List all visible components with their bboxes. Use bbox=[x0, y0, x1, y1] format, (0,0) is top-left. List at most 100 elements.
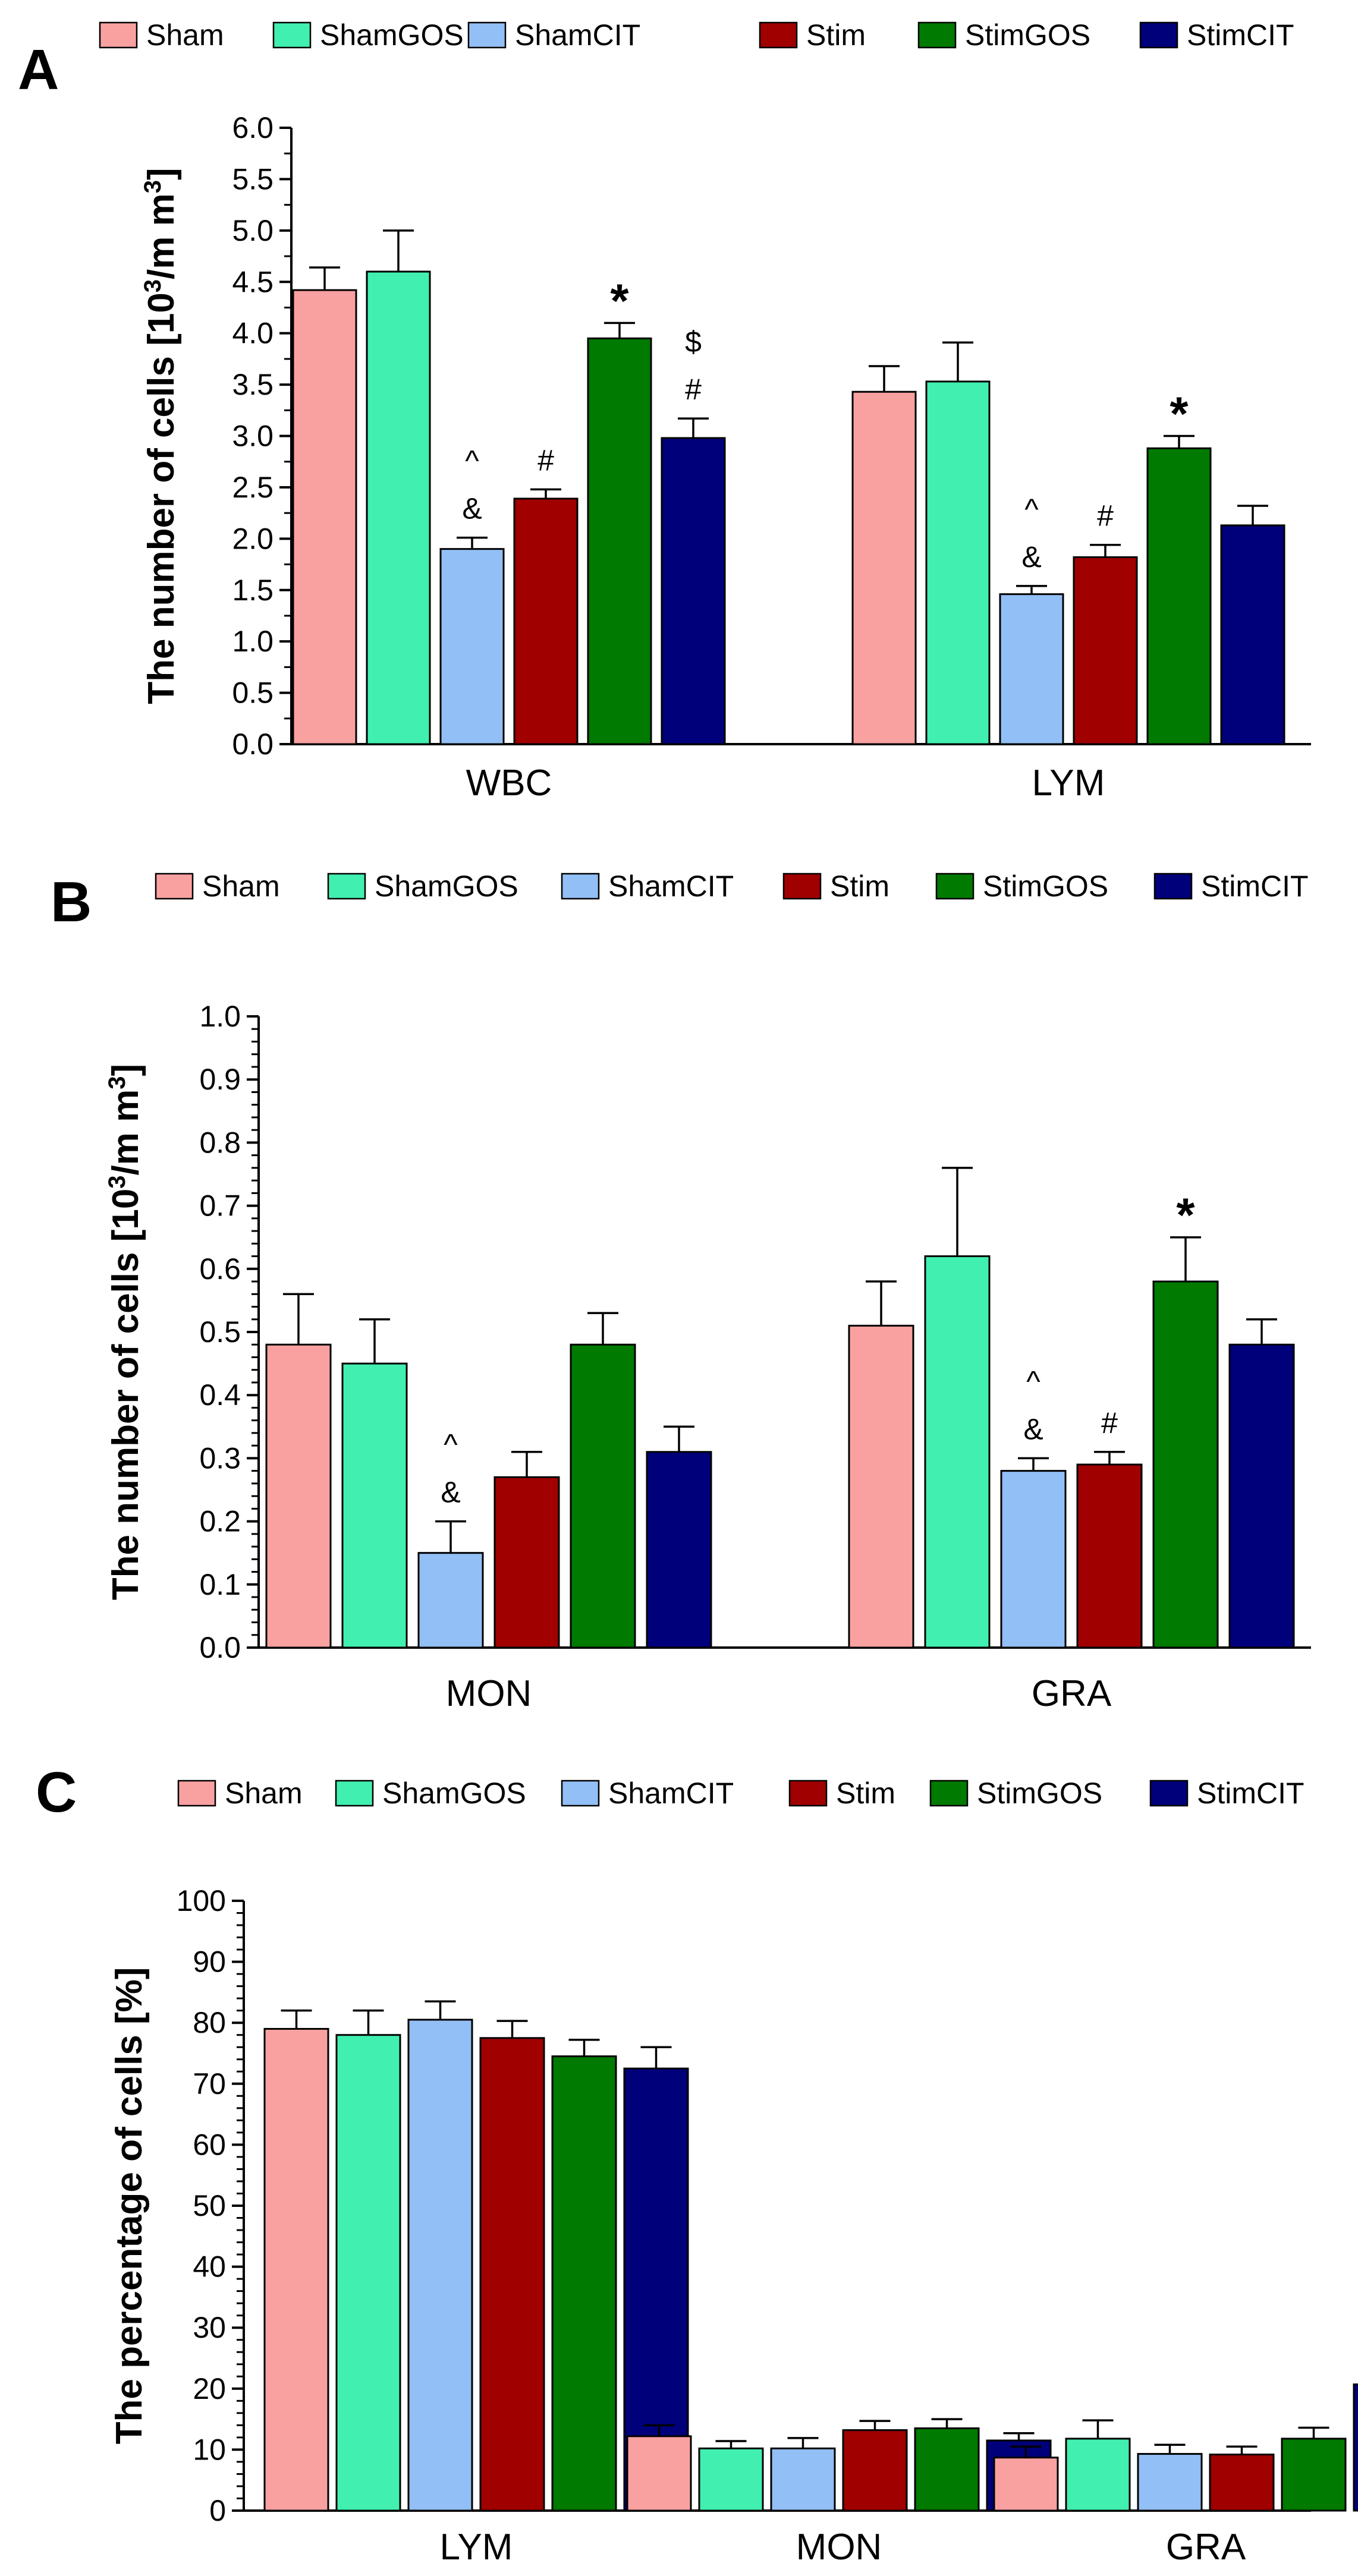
bar-mon-shamcit bbox=[417, 1552, 484, 1649]
axes: 0 10 20 30 40 50 60 70 80 90 100 bbox=[177, 1884, 1311, 2527]
legend-swatch bbox=[1149, 1780, 1189, 1807]
bars bbox=[265, 1167, 1295, 1649]
y-tick-label: 0.7 bbox=[199, 1189, 241, 1223]
bar-gra-stimcit bbox=[1228, 1343, 1295, 1649]
y-tick-label: 6.0 bbox=[232, 111, 274, 144]
legend-swatch bbox=[99, 21, 138, 49]
y-tick-label: 0.1 bbox=[199, 1568, 241, 1601]
legend-label: ShamCIT bbox=[515, 18, 640, 52]
significance-marker: $ bbox=[685, 325, 702, 358]
significance-marker: ^ bbox=[465, 445, 479, 478]
legend-label: ShamGOS bbox=[375, 870, 518, 903]
bar-mon-shamcit bbox=[770, 2447, 836, 2512]
legend-label: ShamGOS bbox=[382, 1777, 526, 1810]
legend-swatch bbox=[917, 21, 957, 49]
legend-swatch bbox=[335, 1780, 374, 1807]
y-axis-label: The number of cells [103/m m3] bbox=[104, 1064, 146, 1600]
significance-marker: ^ bbox=[444, 1428, 458, 1462]
y-tick-label: 0.8 bbox=[199, 1126, 241, 1159]
legend-swatch bbox=[561, 873, 600, 900]
annotations: & ^ & ^ # * bbox=[441, 1189, 1195, 1509]
legend-label: StimGOS bbox=[977, 1777, 1102, 1810]
x-category-label: LYM bbox=[440, 2527, 513, 2568]
bar-wbc-stimcit bbox=[661, 437, 726, 745]
y-tick-label: 0.9 bbox=[199, 1063, 241, 1096]
y-tick-label: 4.5 bbox=[232, 265, 274, 298]
legend-item-shamcit: ShamCIT bbox=[561, 1777, 734, 1810]
bar-wbc-stim bbox=[513, 497, 579, 745]
significance-marker: & bbox=[1021, 540, 1041, 574]
y-tick-label: 100 bbox=[177, 1884, 226, 1917]
y-tick-label: 90 bbox=[193, 1945, 226, 1979]
legend-swatch bbox=[272, 21, 312, 49]
legend-swatch bbox=[1139, 21, 1178, 49]
y-tick-label: 50 bbox=[193, 2189, 226, 2222]
bar-mon-sham bbox=[626, 2435, 692, 2512]
legend-swatch bbox=[177, 1780, 216, 1807]
x-category-label: GRA bbox=[1166, 2527, 1246, 2568]
legend-swatch bbox=[759, 21, 798, 49]
significance-marker: * bbox=[610, 274, 629, 327]
significance-marker: & bbox=[441, 1476, 460, 1509]
y-tick-label: 0.6 bbox=[199, 1252, 241, 1286]
significance-marker: * bbox=[1176, 1189, 1195, 1242]
bar-mon-stimgos bbox=[914, 2427, 980, 2512]
legend-label: StimCIT bbox=[1201, 870, 1309, 903]
bar-mon-stim bbox=[493, 1476, 560, 1649]
y-tick-label: 40 bbox=[193, 2250, 226, 2284]
bar-lym-sham bbox=[263, 2027, 329, 2512]
bar-gra-sham bbox=[848, 1324, 914, 1649]
legend-item-stimcit: StimCIT bbox=[1139, 18, 1294, 52]
x-category-label: WBC bbox=[466, 763, 552, 804]
y-tick-label: 10 bbox=[193, 2433, 226, 2466]
legend-item-sham: Sham bbox=[155, 870, 280, 903]
panel-letter: C bbox=[36, 1761, 77, 1824]
bar-gra-sham bbox=[993, 2457, 1059, 2512]
bar-mon-stim bbox=[842, 2429, 908, 2512]
panel-a: A Sham ShamGOS ShamCIT Stim StimGOS StimCIT 0.0… bbox=[18, 18, 1311, 804]
legend-label: StimGOS bbox=[965, 18, 1090, 52]
bar-gra-stimgos bbox=[1152, 1280, 1219, 1649]
y-tick-label: 3.5 bbox=[232, 368, 274, 401]
legend-label: Sham bbox=[202, 870, 280, 903]
bar-lym-stimcit bbox=[1220, 524, 1285, 745]
y-tick-label: 1.5 bbox=[232, 574, 274, 607]
bar-mon-stimcit bbox=[646, 1451, 712, 1649]
legend-item-shamgos: ShamGOS bbox=[335, 1777, 526, 1810]
significance-marker: ^ bbox=[1024, 493, 1039, 526]
bar-gra-stim bbox=[1076, 1463, 1143, 1649]
y-tick-label: 0 bbox=[209, 2494, 226, 2527]
legend-label: ShamGOS bbox=[320, 18, 464, 52]
bar-gra-shamcit bbox=[1137, 2453, 1203, 2512]
legend-item-shamgos: ShamGOS bbox=[327, 870, 518, 903]
legend-label: StimCIT bbox=[1197, 1777, 1304, 1810]
legend-item-stimcit: StimCIT bbox=[1153, 870, 1309, 903]
legend-label: ShamCIT bbox=[608, 1777, 734, 1810]
y-tick-label: 0.3 bbox=[199, 1441, 241, 1475]
y-tick-label: 0.0 bbox=[232, 728, 274, 761]
legend-item-stimcit: StimCIT bbox=[1149, 1777, 1304, 1810]
y-tick-label: 2.5 bbox=[232, 471, 274, 504]
legend-label: ShamCIT bbox=[608, 870, 734, 903]
panel-letter: B bbox=[51, 870, 92, 934]
panel-letter: A bbox=[18, 38, 59, 102]
legend-item-shamgos: ShamGOS bbox=[272, 18, 464, 52]
legend-swatch bbox=[1153, 873, 1193, 900]
bar-gra-stim bbox=[1209, 2454, 1275, 2512]
bars bbox=[292, 229, 1285, 745]
significance-marker: & bbox=[1023, 1412, 1043, 1446]
legend-item-stimgos: StimGOS bbox=[917, 18, 1090, 52]
legend-label: Stim bbox=[806, 18, 866, 52]
legend-label: Sham bbox=[146, 18, 224, 52]
bar-lym-shamgos bbox=[925, 380, 991, 745]
bar-mon-sham bbox=[265, 1343, 332, 1649]
bar-mon-shamgos bbox=[341, 1362, 408, 1649]
bars bbox=[263, 2000, 1358, 2512]
bar-wbc-sham bbox=[292, 289, 357, 745]
significance-marker: # bbox=[1097, 499, 1114, 533]
significance-marker: # bbox=[685, 373, 702, 406]
bar-lym-stimgos bbox=[551, 2055, 617, 2512]
legend-item-sham: Sham bbox=[99, 18, 224, 52]
panel-c: C Sham ShamGOS ShamCIT Stim StimGOS StimCIT 0 10… bbox=[36, 1761, 1358, 2568]
legend-item-stimgos: StimGOS bbox=[935, 870, 1108, 903]
